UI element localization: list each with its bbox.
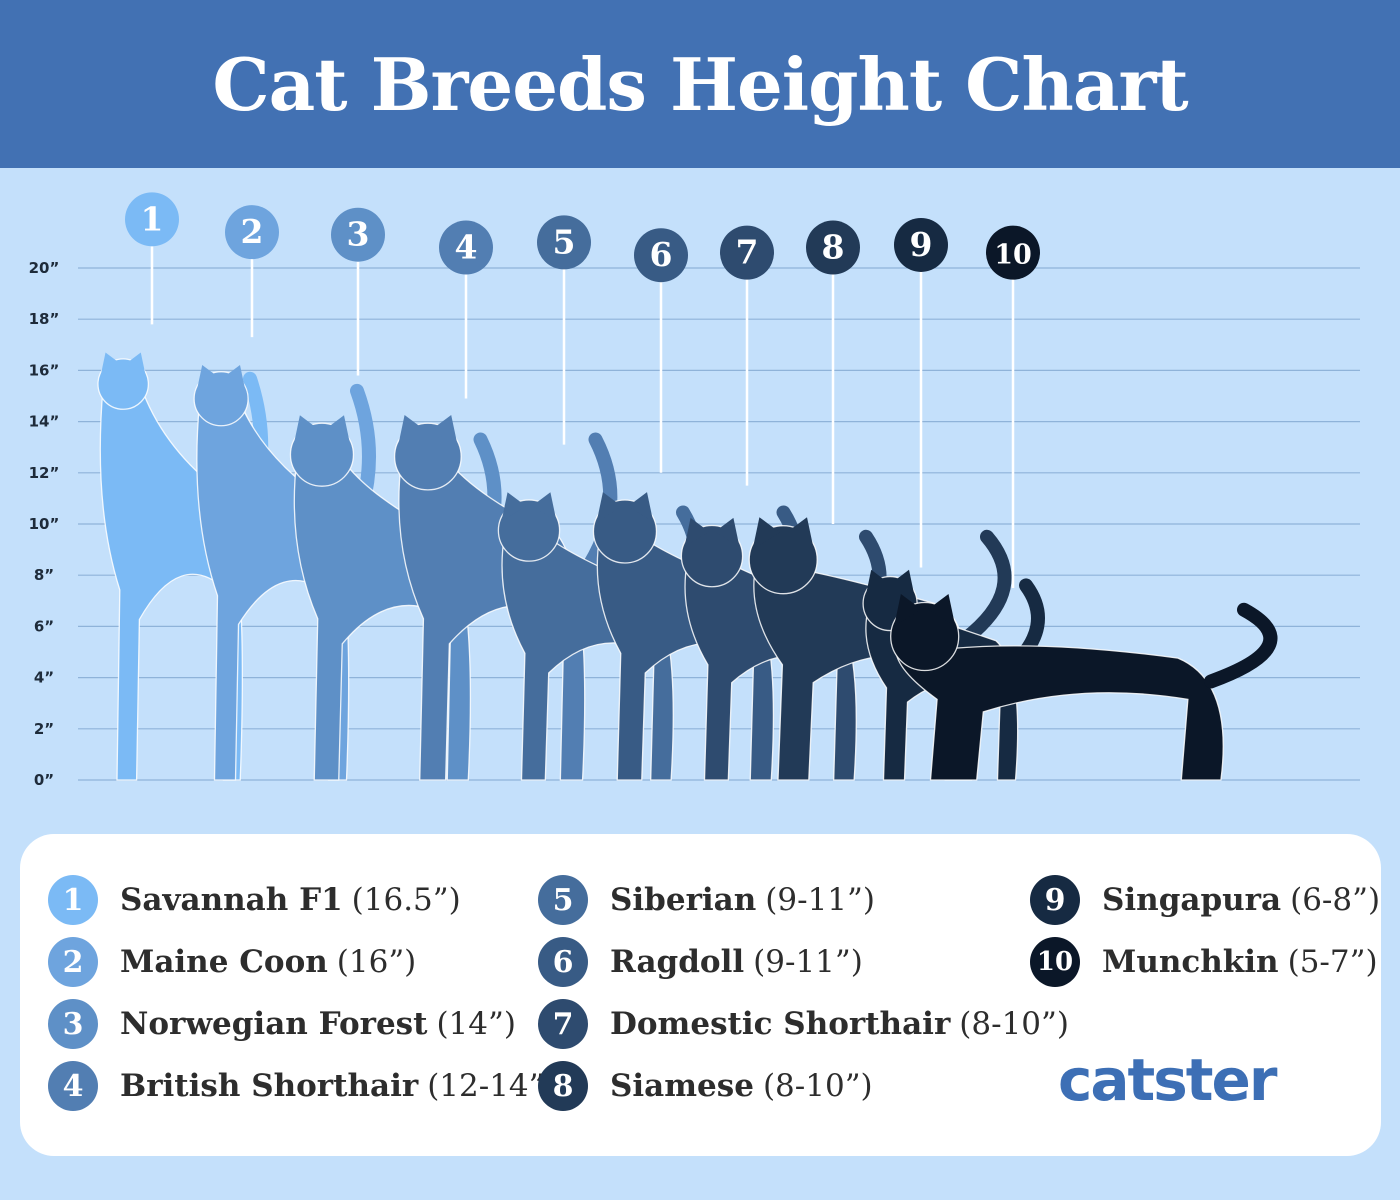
height-chart: 0” 2” 4” 6” 8” 10” 12” 14” 16” 18” 20” 1 2 3 4 5 6 7 8 9 10: [29, 192, 1360, 789]
badge-label-6: 6: [650, 235, 673, 274]
legend-breed-name: Savannah F1: [120, 882, 343, 918]
badge-8: [806, 220, 860, 275]
legend-item: 9 Singapura (6-8”): [1030, 874, 1380, 926]
badge-3: [331, 207, 385, 262]
badge-7: [720, 225, 774, 280]
legend-item: 6 Ragdoll (9-11”): [538, 936, 863, 988]
badge-9: [894, 217, 948, 272]
y-tick-label: 16”: [29, 361, 60, 379]
legend-item: 8 Siamese (8-10”): [538, 1060, 873, 1112]
legend-height-range: (8-10”): [959, 1006, 1069, 1042]
legend-badge: 2: [48, 937, 98, 987]
badge-label-10: 10: [994, 240, 1032, 271]
badge-label-7: 7: [736, 233, 759, 272]
legend-breed-name: Siamese: [610, 1068, 754, 1104]
legend-badge: 10: [1030, 937, 1080, 987]
legend-breed-name: British Shorthair: [120, 1068, 419, 1104]
badge-label-3: 3: [347, 215, 370, 254]
legend-item: 2 Maine Coon (16”): [48, 936, 416, 988]
legend-badge: 3: [48, 999, 98, 1049]
legend-breed-name: Ragdoll: [610, 944, 745, 980]
y-tick-label: 4”: [34, 669, 54, 687]
legend-height-range: (8-10”): [762, 1068, 873, 1104]
legend-height-range: (14”): [436, 1006, 516, 1042]
y-tick-label: 6”: [34, 617, 54, 635]
y-tick-label: 0”: [34, 771, 54, 789]
chart-area: 0” 2” 4” 6” 8” 10” 12” 14” 16” 18” 20” 1 2 3 4 5 6 7 8 9 10: [0, 168, 1400, 820]
y-tick-label: 10”: [29, 515, 60, 533]
y-tick-label: 18”: [29, 310, 60, 328]
legend-height-range: (5-7”): [1287, 944, 1378, 980]
legend-breed-name: Norwegian Forest: [120, 1006, 428, 1042]
badge-6: [634, 228, 688, 283]
legend-item: 7 Domestic Shorthair (8-10”): [538, 998, 1069, 1050]
catster-logo: catster: [1058, 1046, 1277, 1114]
cat-silhouette-10: [890, 594, 1278, 781]
legend-breed-name: Munchkin: [1102, 944, 1279, 980]
badge-4: [439, 220, 493, 275]
badge-1: [125, 192, 179, 247]
legend-badge: 4: [48, 1061, 98, 1111]
badge-label-9: 9: [910, 225, 933, 264]
badge-10: [986, 225, 1040, 280]
legend-height-range: (16.5”): [351, 882, 461, 918]
y-tick-label: 20”: [29, 259, 60, 277]
legend-breed-name: Maine Coon: [120, 944, 328, 980]
legend-item: 3 Norwegian Forest (14”): [48, 998, 516, 1050]
legend-breed-name: Domestic Shorthair: [610, 1006, 951, 1042]
legend-breed-name: Singapura: [1102, 882, 1282, 918]
y-tick-label: 2”: [34, 720, 54, 738]
legend-height-range: (16”): [336, 944, 417, 980]
legend-badge: 6: [538, 937, 588, 987]
legend-breed-name: Siberian: [610, 882, 757, 918]
legend-item: 5 Siberian (9-11”): [538, 874, 875, 926]
legend-badge: 5: [538, 875, 588, 925]
legend-height-range: (6-8”): [1290, 882, 1381, 918]
page-title: Cat Breeds Height Chart: [212, 41, 1188, 127]
y-tick-label: 14”: [29, 413, 60, 431]
legend-item: 10 Munchkin (5-7”): [1030, 936, 1378, 988]
legend-badge: 1: [48, 875, 98, 925]
legend-height-range: (9-11”): [765, 882, 875, 918]
badge-label-1: 1: [141, 199, 164, 238]
badge-label-2: 2: [241, 212, 264, 251]
legend-item: 1 Savannah F1 (16.5”): [48, 874, 461, 926]
legend-height-range: (12-14”): [427, 1068, 557, 1104]
badge-label-4: 4: [455, 228, 478, 267]
header: Cat Breeds Height Chart: [0, 0, 1400, 168]
badge-2: [225, 205, 279, 260]
legend-height-range: (9-11”): [753, 944, 863, 980]
legend-badge: 8: [538, 1061, 588, 1111]
badge-label-8: 8: [822, 228, 845, 267]
legend-item: 4 British Shorthair (12-14”): [48, 1060, 557, 1112]
y-tick-label: 12”: [29, 464, 60, 482]
badge-label-5: 5: [553, 222, 576, 261]
y-tick-label: 8”: [34, 566, 54, 584]
legend-badge: 9: [1030, 875, 1080, 925]
badge-5: [537, 215, 591, 270]
legend: 1 Savannah F1 (16.5”) 2 Maine Coon (16”) 3 Norw…: [20, 834, 1381, 1156]
legend-badge: 7: [538, 999, 588, 1049]
